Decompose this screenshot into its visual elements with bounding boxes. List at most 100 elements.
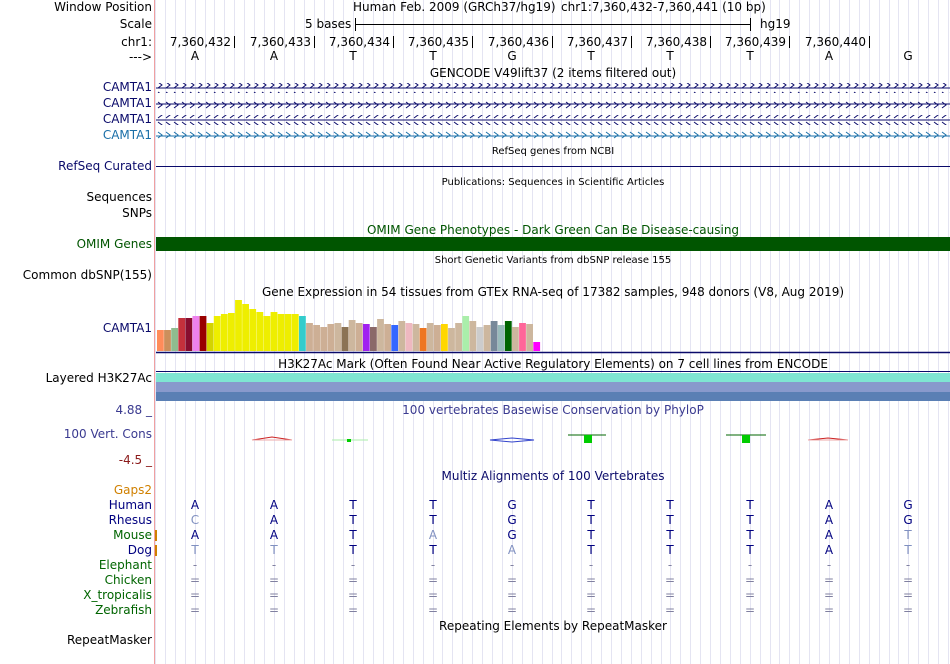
gtex-tissue-bar[interactable]	[228, 313, 235, 351]
species-label-chicken[interactable]: Chicken	[104, 573, 152, 587]
gtex-tissue-bar[interactable]	[213, 316, 221, 351]
gencode-transcript[interactable]	[156, 83, 950, 93]
phylop-track-label[interactable]: 100 Vert. Cons	[63, 427, 152, 441]
gencode-transcript[interactable]	[156, 131, 950, 141]
gencode-item-label[interactable]: CAMTA1	[102, 112, 152, 126]
gtex-expression-chart[interactable]	[156, 300, 950, 354]
gtex-tissue-bar[interactable]	[370, 327, 377, 351]
pubs-track-label-a[interactable]: Sequences	[86, 190, 152, 204]
gtex-tissue-bar[interactable]	[220, 314, 228, 351]
gtex-tissue-bar[interactable]	[164, 330, 171, 351]
gtex-tissue-bar[interactable]	[306, 323, 313, 351]
gtex-tissue-bar[interactable]	[519, 323, 526, 351]
species-label-dog[interactable]: Dog	[127, 543, 152, 557]
gtex-tissue-bar[interactable]	[249, 309, 257, 351]
gtex-tissue-bar[interactable]	[448, 328, 455, 351]
gtex-tissue-bar[interactable]	[504, 321, 512, 351]
gtex-tissue-bar[interactable]	[355, 323, 363, 351]
gtex-tissue-bar[interactable]	[178, 318, 186, 351]
species-label-x_tropicalis[interactable]: X_tropicalis	[83, 588, 152, 602]
species-label-human[interactable]: Human	[108, 498, 152, 512]
species-label-rhesus[interactable]: Rhesus	[108, 513, 152, 527]
h3k27ac-signal-layers[interactable]	[156, 373, 950, 401]
gtex-tissue-bar[interactable]	[256, 312, 264, 351]
gridline	[690, 0, 691, 664]
omim-gene-bar[interactable]	[156, 237, 950, 251]
h3k27ac-layer[interactable]	[156, 382, 950, 392]
species-label-zebrafish[interactable]: Zebrafish	[95, 603, 152, 617]
gtex-tissue-bar[interactable]	[284, 314, 292, 351]
phylop-signal[interactable]	[156, 430, 950, 450]
aligned-base: G	[507, 528, 517, 542]
gtex-tissue-bar[interactable]	[334, 323, 342, 351]
gtex-tissue-bar[interactable]	[469, 321, 477, 351]
gtex-tissue-bar[interactable]	[299, 316, 306, 351]
h3k27ac-layer[interactable]	[156, 392, 950, 401]
gtex-tissue-bar[interactable]	[455, 323, 462, 351]
aligned-base: A	[190, 528, 200, 542]
gencode-item-label[interactable]: CAMTA1	[102, 80, 152, 94]
h3k27ac-layer[interactable]	[156, 373, 950, 382]
gtex-track-label[interactable]: CAMTA1	[102, 321, 152, 335]
aligned-base: T	[587, 498, 595, 512]
gtex-tissue-bar[interactable]	[348, 320, 356, 351]
gtex-tissue-bar[interactable]	[242, 304, 249, 351]
gtex-tissue-bar[interactable]	[426, 323, 434, 351]
gtex-tissue-bar[interactable]	[199, 316, 207, 351]
gencode-item-label[interactable]: CAMTA1	[102, 96, 152, 110]
gtex-tissue-bar[interactable]	[171, 328, 178, 351]
h3k27ac-track-label[interactable]: Layered H3K27Ac	[45, 371, 152, 385]
gtex-tissue-bar[interactable]	[462, 316, 470, 351]
aligned-base: =	[347, 603, 359, 617]
gtex-tissue-bar[interactable]	[277, 314, 285, 351]
gtex-tissue-bar[interactable]	[483, 325, 491, 351]
species-label-mouse[interactable]: Mouse	[113, 528, 152, 542]
gtex-tissue-bar[interactable]	[341, 327, 349, 351]
gtex-tissue-bar[interactable]	[512, 327, 519, 351]
gtex-tissue-bar[interactable]	[192, 316, 200, 351]
gtex-tissue-bar[interactable]	[405, 323, 413, 351]
phylop-max-label: 4.88 _	[115, 403, 152, 417]
gtex-tissue-bar[interactable]	[291, 314, 299, 351]
gtex-tissue-bar[interactable]	[490, 321, 498, 351]
position-text[interactable]: chr1:7,360,432-7,360,441 (10 bp)	[561, 0, 766, 14]
aligned-base: T	[429, 543, 437, 557]
refseq-gene-line[interactable]	[156, 166, 950, 167]
gtex-tissue-bar[interactable]	[433, 325, 441, 351]
gtex-tissue-bar[interactable]	[235, 300, 242, 351]
gtex-tissue-bar[interactable]	[263, 316, 271, 351]
gtex-tissue-bar[interactable]	[320, 327, 328, 351]
gencode-item-label[interactable]: CAMTA1	[102, 128, 152, 142]
aligned-base: =	[189, 573, 201, 587]
gtex-tissue-bar[interactable]	[384, 324, 391, 351]
gtex-tissue-bar[interactable]	[377, 319, 384, 351]
gencode-transcript[interactable]	[156, 99, 950, 109]
pubs-track-label-b[interactable]: SNPs	[122, 206, 152, 220]
aligned-base: =	[902, 573, 914, 587]
omim-track-label[interactable]: OMIM Genes	[76, 237, 152, 251]
gtex-tissue-bar[interactable]	[419, 328, 427, 351]
gtex-tissue-bar[interactable]	[398, 321, 406, 351]
gtex-tissue-bar[interactable]	[497, 325, 505, 351]
gtex-tissue-bar[interactable]	[313, 325, 320, 351]
gtex-tissue-bar[interactable]	[185, 318, 193, 351]
gtex-tissue-bar[interactable]	[327, 324, 335, 351]
repeatmasker-track-label[interactable]: RepeatMasker	[66, 633, 152, 647]
gtex-tissue-bar[interactable]	[526, 324, 533, 351]
gtex-tissue-bar[interactable]	[412, 324, 420, 351]
gtex-tissue-bar[interactable]	[533, 342, 541, 351]
dbsnp-track-label[interactable]: Common dbSNP(155)	[22, 268, 152, 282]
gtex-tissue-bar[interactable]	[157, 330, 164, 351]
gtex-tissue-bar[interactable]	[441, 324, 448, 351]
refseq-track-label[interactable]: RefSeq Curated	[58, 159, 152, 173]
aligned-base: =	[585, 588, 597, 602]
gtex-tissue-bar[interactable]	[391, 325, 399, 351]
gtex-tissue-bar[interactable]	[362, 324, 370, 351]
species-label-elephant[interactable]: Elephant	[98, 558, 152, 572]
gtex-tissue-bar[interactable]	[270, 312, 278, 351]
gtex-tissue-bar[interactable]	[476, 327, 484, 351]
gaps-label[interactable]: Gaps2	[113, 483, 152, 497]
gtex-tissue-bar[interactable]	[206, 323, 214, 351]
gencode-transcript[interactable]	[156, 115, 950, 125]
gencode-transcripts[interactable]	[156, 80, 950, 144]
